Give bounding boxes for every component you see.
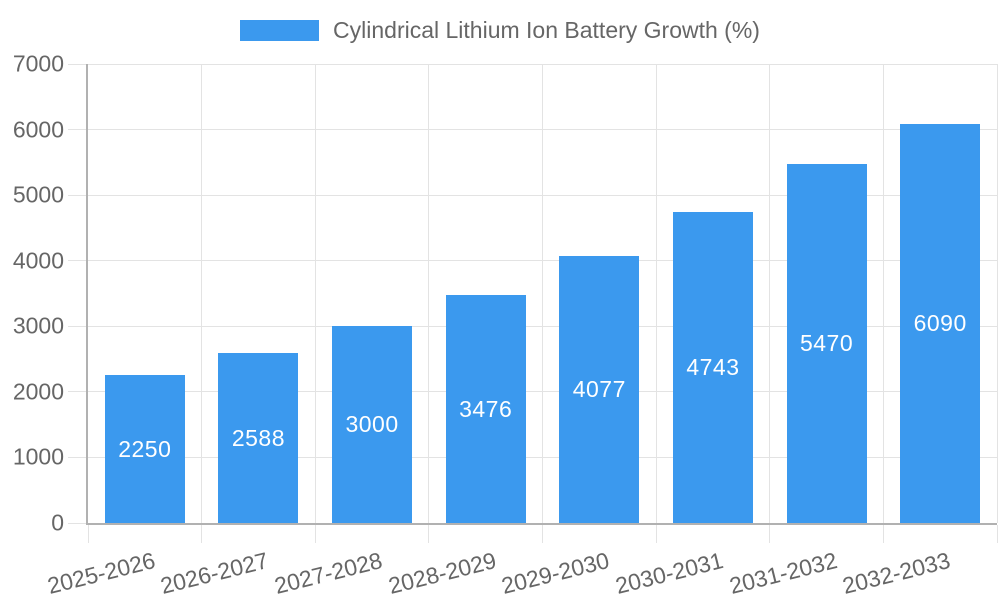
x-axis-tick <box>87 525 89 543</box>
y-axis-tick <box>68 63 86 65</box>
x-axis-tick <box>428 525 430 543</box>
x-axis-tick <box>201 525 203 543</box>
gridline-vertical <box>882 64 884 523</box>
bar: 4743 <box>672 212 753 523</box>
y-axis-label: 2000 <box>12 378 64 405</box>
y-axis-tick <box>68 522 86 524</box>
y-axis-label: 3000 <box>12 312 64 339</box>
x-axis-label: 2025-2026 <box>44 547 158 599</box>
bar: 3000 <box>332 326 413 523</box>
bar: 5470 <box>786 164 867 523</box>
x-axis-tick <box>655 525 657 543</box>
x-axis-label: 2026-2027 <box>158 547 272 599</box>
bar-value-label: 2250 <box>118 435 172 462</box>
legend[interactable]: Cylindrical Lithium Ion Battery Growth (… <box>0 19 1000 42</box>
bar-value-label: 3476 <box>459 395 513 422</box>
x-axis-tick <box>996 525 998 543</box>
y-axis-tick <box>68 391 86 393</box>
bar: 2588 <box>218 353 299 523</box>
gridline-vertical <box>428 64 430 523</box>
x-axis-tick <box>314 525 316 543</box>
y-axis-tick <box>68 325 86 327</box>
x-axis-label: 2027-2028 <box>271 547 385 599</box>
y-axis-label: 1000 <box>12 443 64 470</box>
bar-value-label: 2588 <box>231 424 286 451</box>
x-axis-tick <box>769 525 771 543</box>
x-axis-label: 2031-2032 <box>726 547 840 599</box>
bar-value-label: 4743 <box>686 354 740 380</box>
x-axis-label: 2032-2033 <box>839 547 953 599</box>
bar: 2250 <box>104 375 185 523</box>
x-axis-label: 2028-2029 <box>385 547 499 599</box>
gridline-vertical <box>769 64 771 523</box>
legend-swatch <box>240 20 320 41</box>
gridline-vertical <box>201 64 203 523</box>
y-axis-label: 6000 <box>12 116 64 143</box>
bar: 4077 <box>559 255 640 523</box>
gridline-vertical <box>655 64 657 523</box>
y-axis-label: 5000 <box>12 181 64 208</box>
bar-value-label: 6090 <box>913 309 967 336</box>
plot-area: 0 1000 2000 3000 4000 5000 6000 7000 2250 2025-20… <box>13 52 998 599</box>
gridline-vertical <box>996 64 998 523</box>
gridline-vertical <box>542 64 543 523</box>
y-axis-label: 4000 <box>12 247 64 274</box>
bar: 3476 <box>445 295 526 523</box>
y-axis-tick <box>68 129 86 131</box>
y-axis-label: 0 <box>51 509 64 536</box>
bar-value-label: 4077 <box>572 375 626 402</box>
x-axis-label: 2029-2030 <box>499 547 613 599</box>
bar: 6090 <box>900 123 981 523</box>
y-axis-tick <box>68 456 86 458</box>
x-axis-label: 2030-2031 <box>612 547 726 599</box>
legend-label: Cylindrical Lithium Ion Battery Growth (… <box>333 17 760 43</box>
y-axis-tick <box>68 260 86 262</box>
bar-value-label: 3000 <box>345 411 399 438</box>
y-axis-tick <box>68 194 86 196</box>
y-axis-label: 7000 <box>12 50 64 77</box>
x-axis-tick <box>542 525 543 543</box>
bar-value-label: 5470 <box>799 330 854 357</box>
x-axis-tick <box>882 525 884 543</box>
gridline-vertical <box>314 64 316 523</box>
